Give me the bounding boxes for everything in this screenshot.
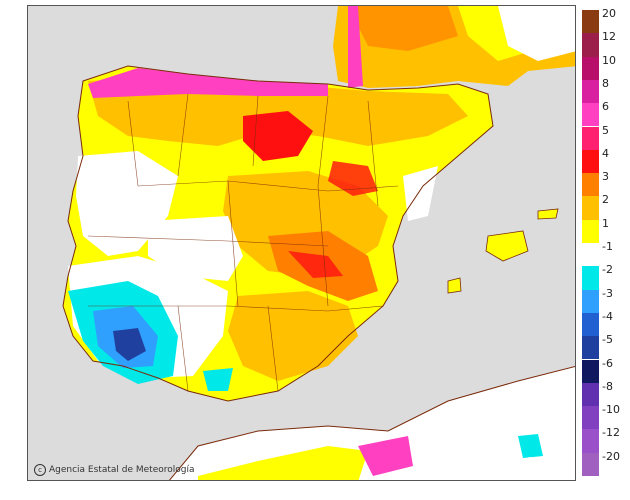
legend-swatch xyxy=(582,196,599,220)
north-red-2 xyxy=(328,161,378,196)
legend-label: 10 xyxy=(602,53,616,67)
east-neutral xyxy=(403,166,438,221)
map-frame: c Agencia Estatal de Meteorología aemet xyxy=(27,5,576,481)
legend-swatch xyxy=(582,382,599,407)
legend-swatch xyxy=(582,103,599,127)
legend-label: -10 xyxy=(602,403,620,417)
legend-label: 2 xyxy=(602,193,609,207)
africa-coast xyxy=(169,365,575,480)
africa-yellow xyxy=(198,446,368,480)
guadalquivir-dark xyxy=(113,328,146,361)
pyrenees-pink xyxy=(348,6,363,88)
north-red xyxy=(243,111,313,161)
france-neutral xyxy=(498,6,575,61)
legend-swatch xyxy=(582,149,599,174)
cadiz-cyan xyxy=(203,368,233,391)
legend-label: -1 xyxy=(602,240,613,253)
province-borders xyxy=(87,93,399,392)
copyright-icon: c xyxy=(34,464,46,476)
legend-label: -2 xyxy=(602,263,613,277)
legend-label: 4 xyxy=(602,146,609,160)
legend-label: -8 xyxy=(602,379,613,393)
credit: c Agencia Estatal de Meteorología xyxy=(34,464,195,476)
france-north-strip xyxy=(348,6,458,51)
africa-pink xyxy=(358,436,413,476)
center-west-neutral xyxy=(148,216,243,281)
legend-swatch xyxy=(582,336,599,360)
legend-swatch xyxy=(582,289,599,313)
legend-label: -12 xyxy=(602,426,620,440)
legend-label: -6 xyxy=(602,356,613,370)
legend-label: 5 xyxy=(602,123,609,137)
legend-swatch xyxy=(582,126,599,150)
color-legend: 20 12 10 8 6 5 4 3 2 1 -1 -2 -3 -4 -5 -6 -8 -10 -12 -20 xyxy=(582,7,628,476)
credit-text: Agencia Estatal de Meteorología xyxy=(49,465,195,475)
legend-swatch xyxy=(582,452,599,476)
legend-label: 20 xyxy=(602,7,616,20)
legend-swatch xyxy=(582,56,599,80)
anomaly-map xyxy=(28,6,575,480)
legend-label: 8 xyxy=(602,76,609,90)
legend-swatch xyxy=(582,219,599,243)
legend-label: 3 xyxy=(602,170,609,184)
ibiza xyxy=(447,277,462,294)
legend-label: -20 xyxy=(602,449,620,463)
center-red xyxy=(288,251,343,278)
legend-swatch xyxy=(582,266,599,290)
legend-swatch xyxy=(582,406,599,430)
legend-swatch xyxy=(582,312,599,337)
cantabric-pink xyxy=(88,68,328,98)
legend-swatch xyxy=(582,79,599,104)
legend-swatch xyxy=(582,429,599,453)
legend-label: -4 xyxy=(602,309,613,323)
legend-label: 6 xyxy=(602,100,609,114)
watermark: aemet xyxy=(514,451,571,470)
legend-swatch xyxy=(582,173,599,197)
legend-label: -3 xyxy=(602,286,613,300)
mallorca xyxy=(485,230,529,262)
legend-swatch xyxy=(582,10,599,34)
legend-label: 12 xyxy=(602,30,616,44)
menorca xyxy=(537,208,559,220)
legend-label: 1 xyxy=(602,216,609,230)
legend-swatch xyxy=(582,243,599,267)
coastline xyxy=(62,65,494,402)
legend-swatch xyxy=(582,33,599,57)
legend-swatch xyxy=(582,359,599,383)
africa-cyan xyxy=(518,434,543,458)
north-africa xyxy=(169,366,575,480)
legend-label: -5 xyxy=(602,333,613,347)
